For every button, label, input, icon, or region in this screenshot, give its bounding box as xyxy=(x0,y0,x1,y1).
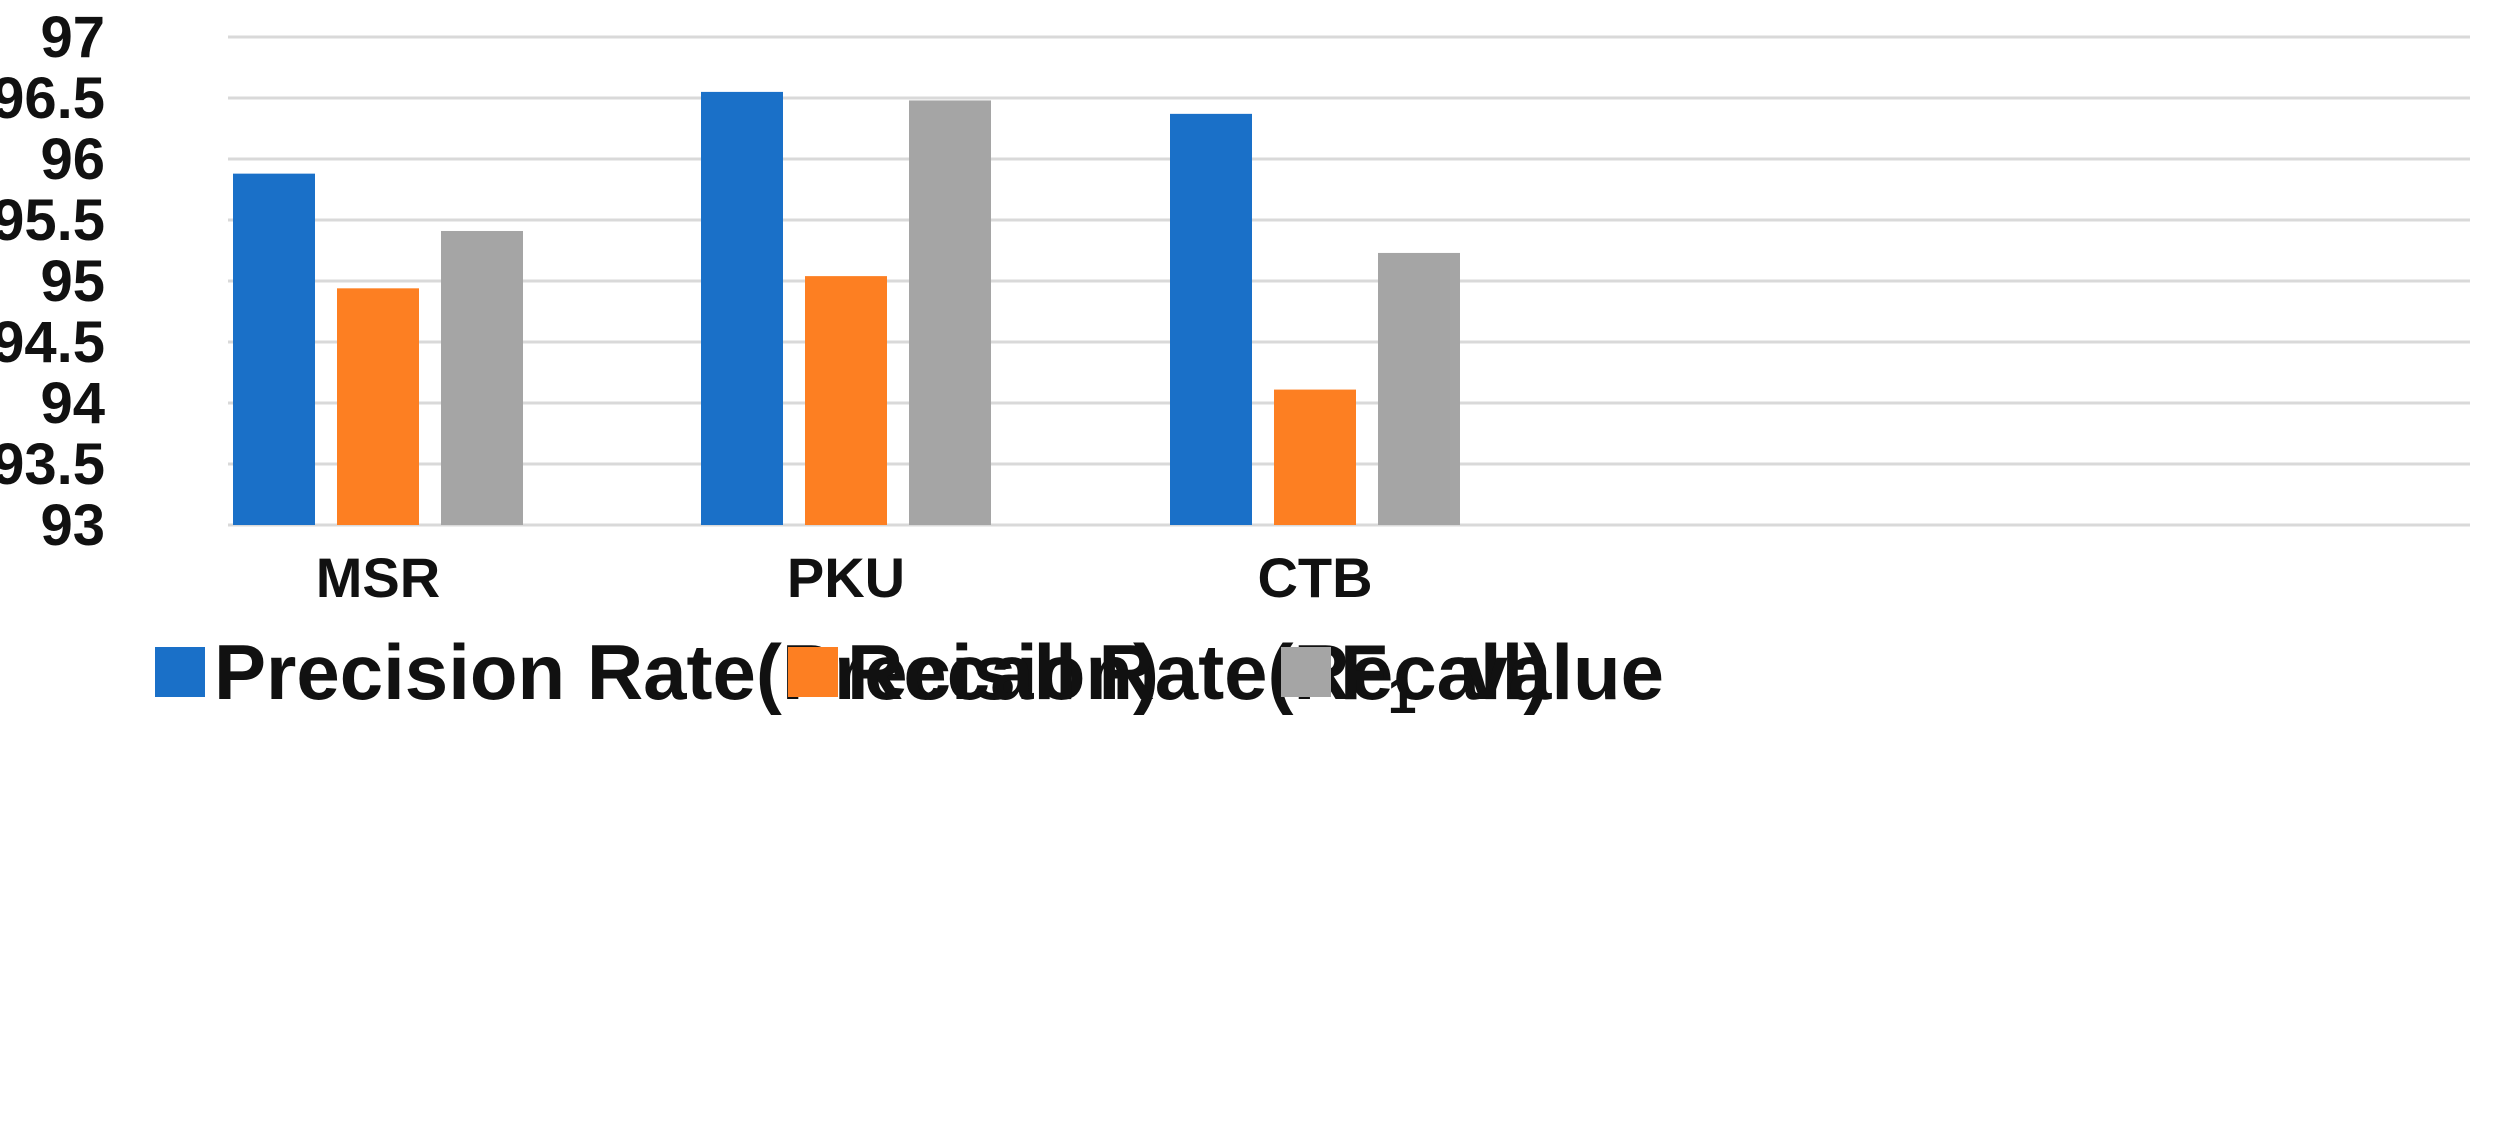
legend-f1-subscript: 1 xyxy=(1388,667,1417,725)
legend-swatch-precision xyxy=(155,647,205,697)
legend-swatch-f1 xyxy=(1281,647,1331,697)
legend-label-precision: Precision Rate(Precision) xyxy=(214,628,1159,716)
y-tick-label: 95.5 xyxy=(0,188,105,253)
y-tick-label: 93.5 xyxy=(0,432,105,497)
bar-ctb-series-0 xyxy=(1170,113,1252,526)
x-axis-category-labels: MSR PKU CTB xyxy=(316,546,1373,609)
y-tick-label: 96.5 xyxy=(0,66,105,131)
y-tick-label: 94 xyxy=(40,371,105,436)
bar-msr-series-0 xyxy=(233,173,315,525)
bar-ctb-series-2 xyxy=(1378,252,1460,525)
legend: Precision Rate(Precision) Recall Rate(Re… xyxy=(155,628,1664,725)
y-tick-label: 95 xyxy=(40,249,105,314)
x-category-label: MSR xyxy=(316,546,440,609)
bar-ctb-series-1 xyxy=(1274,389,1356,525)
bar-msr-series-1 xyxy=(337,288,419,525)
bar-msr-series-2 xyxy=(441,230,523,526)
legend-f1-main: F xyxy=(1340,628,1388,716)
y-tick-label: 93 xyxy=(40,493,105,558)
legend-label-f1: F1 value xyxy=(1340,628,1664,725)
x-category-label: CTB xyxy=(1257,546,1372,609)
bars xyxy=(233,91,1460,526)
bar-pku-series-0 xyxy=(701,91,783,526)
bar-pku-series-2 xyxy=(909,100,991,525)
y-tick-label: 96 xyxy=(40,127,105,192)
gridlines xyxy=(228,35,2470,527)
legend-swatch-recall xyxy=(788,647,838,697)
y-tick-label: 94.5 xyxy=(0,310,105,375)
bar-pku-series-1 xyxy=(805,276,887,525)
legend-f1-rest: value xyxy=(1465,628,1664,716)
y-tick-label: 97 xyxy=(40,5,105,70)
legend-label-recall: Recall Rate(Recall) xyxy=(847,628,1549,716)
x-category-label: PKU xyxy=(787,546,905,609)
